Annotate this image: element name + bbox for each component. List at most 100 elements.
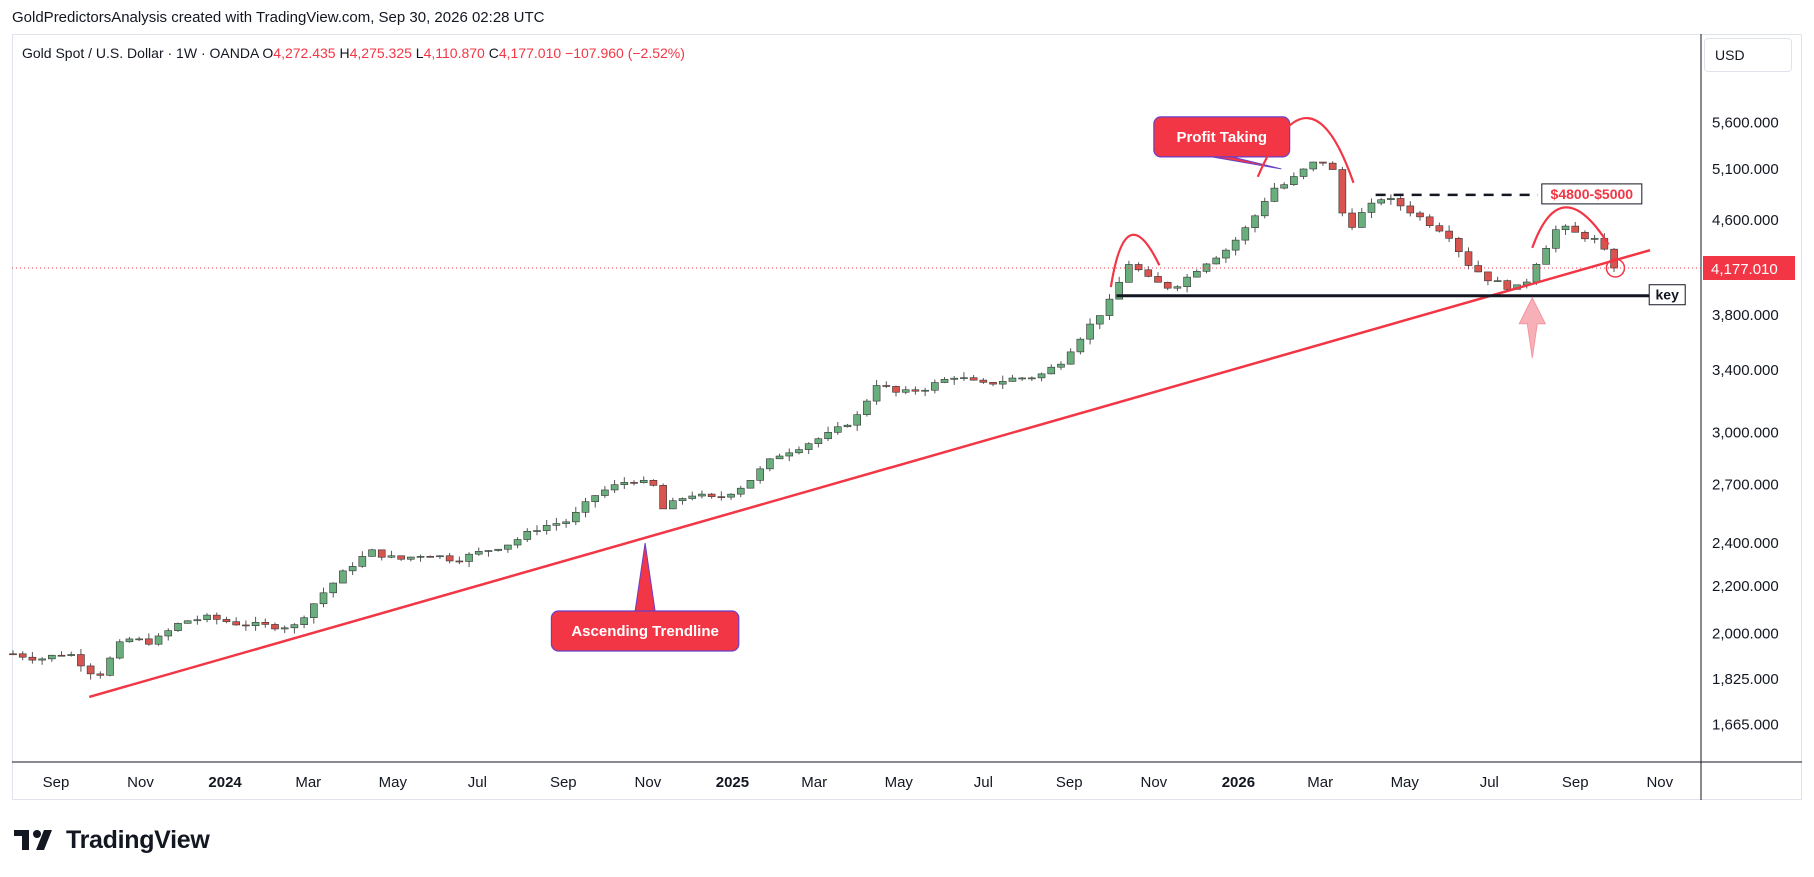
candle	[1231, 237, 1240, 256]
candle	[1425, 214, 1434, 228]
candle	[1484, 271, 1492, 286]
candle-body-down	[1319, 161, 1327, 164]
candle-body-up	[843, 424, 852, 428]
candle	[1571, 221, 1580, 233]
candle	[1503, 279, 1512, 292]
candle	[1328, 161, 1337, 170]
candle-body-up	[494, 548, 502, 551]
candle-body-up	[736, 487, 745, 495]
candle-body-up	[368, 549, 376, 557]
price-tick-label: 3,400.000	[1712, 362, 1779, 379]
candle-body-up	[756, 468, 764, 481]
candle	[727, 493, 735, 501]
candle	[48, 654, 56, 662]
candle-body-up	[1367, 202, 1376, 213]
candle-body-up	[135, 638, 143, 641]
candle	[67, 651, 76, 657]
candle	[1134, 262, 1143, 272]
candle	[484, 550, 493, 557]
candle	[523, 528, 532, 543]
candle	[707, 493, 716, 499]
time-tick-label: May	[1391, 774, 1420, 791]
candle	[833, 421, 842, 435]
time-tick-label: Jul	[974, 774, 993, 791]
candle-body-up	[824, 432, 832, 440]
candle-body-down	[1464, 251, 1473, 266]
bounce-arrow-icon	[1518, 296, 1547, 358]
time-tick-label: Sep	[43, 774, 70, 791]
candle-body-up	[329, 582, 338, 594]
resistance-label-box	[1541, 183, 1643, 205]
candle	[1367, 198, 1376, 219]
candle	[513, 537, 522, 549]
candle	[1154, 272, 1162, 283]
candle	[542, 519, 551, 535]
candle	[28, 651, 37, 664]
candle	[86, 663, 95, 680]
candle-body-up	[998, 381, 1007, 385]
currency-button[interactable]: USD	[1704, 38, 1792, 72]
candle	[18, 651, 27, 661]
candle	[436, 555, 444, 559]
candle-body-up	[1018, 377, 1026, 380]
candle-body-up	[1086, 323, 1094, 340]
candle	[698, 490, 706, 499]
chart-frame	[12, 34, 1802, 800]
candle-body-down	[707, 493, 716, 497]
chart-credit: GoldPredictorsAnalysis created with Trad…	[12, 9, 545, 26]
candle-body-down	[445, 555, 454, 562]
candle	[649, 479, 658, 487]
candle	[775, 453, 784, 460]
time-tick-label: 2026	[1222, 774, 1255, 791]
candle-body-up	[795, 449, 803, 454]
candle	[950, 375, 959, 385]
candle	[368, 548, 376, 557]
candle-body-down	[1425, 216, 1434, 226]
candle-body-down	[377, 549, 386, 558]
candle	[872, 380, 881, 405]
candle-body-up	[853, 414, 861, 426]
tradingview-logo[interactable]: TradingView	[14, 822, 210, 858]
candle	[591, 495, 600, 508]
key-label: key	[1656, 287, 1680, 303]
candle-body-up	[1590, 238, 1599, 240]
candle	[1416, 210, 1424, 221]
candle	[610, 480, 619, 493]
candle	[843, 423, 852, 428]
candle	[1066, 348, 1075, 365]
tradingview-logo-icon	[14, 830, 52, 850]
symbol-name[interactable]: Gold Spot / U.S. Dollar · 1W · OANDA	[22, 45, 259, 61]
candle	[581, 497, 590, 518]
candle-body-up	[1222, 249, 1230, 259]
candle	[397, 555, 405, 561]
candle-body-down	[1396, 198, 1405, 207]
candle	[1581, 230, 1589, 242]
candle	[319, 587, 328, 608]
candle	[1290, 172, 1298, 186]
candle-body-up	[387, 555, 396, 558]
candle	[407, 556, 415, 562]
candle-body-up	[1387, 198, 1395, 200]
candle-body-down	[1163, 281, 1172, 289]
time-tick-label: Sep	[1562, 774, 1589, 791]
candle	[1590, 234, 1599, 244]
candle	[1076, 337, 1085, 355]
candle	[678, 497, 687, 505]
candle-body-up	[1173, 286, 1182, 289]
candle	[901, 386, 910, 395]
candle	[1173, 285, 1182, 292]
candle	[892, 385, 900, 397]
candle-body-up	[164, 630, 173, 637]
candle-body-up	[125, 638, 134, 643]
candle-body-up	[698, 493, 706, 497]
candle	[824, 426, 832, 442]
candle	[766, 458, 774, 472]
candle-body-up	[1290, 176, 1298, 185]
last-price-label: 4,177.010	[1711, 261, 1778, 278]
candle-body-up	[581, 501, 590, 513]
candle-body-up	[746, 480, 755, 489]
candle	[445, 552, 454, 564]
last-candle-circle	[1605, 258, 1626, 278]
candle-body-up	[1260, 201, 1269, 217]
